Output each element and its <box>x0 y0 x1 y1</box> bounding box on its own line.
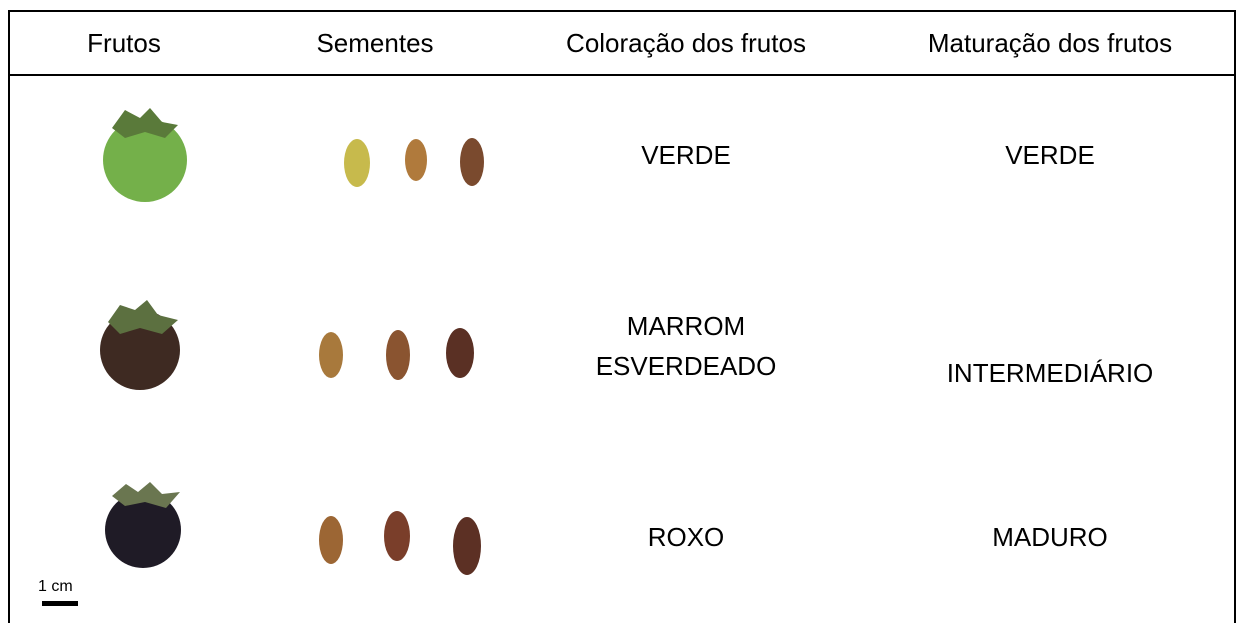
color-cell: VERDE <box>641 140 731 170</box>
maturation-cell: VERDE <box>1005 140 1095 170</box>
header-cell: Sementes <box>316 28 434 58</box>
fruit-purple <box>105 482 181 568</box>
scale-bar <box>42 601 78 606</box>
maturation-cell: MADURO <box>992 522 1108 552</box>
fruit-green <box>103 108 187 202</box>
fruit-brown <box>100 300 180 390</box>
table-border <box>8 10 1236 623</box>
header-cell: Coloração dos frutos <box>566 28 806 58</box>
maturation-cell: INTERMEDIÁRIO <box>946 358 1154 388</box>
color-cell: ROXO <box>647 522 725 552</box>
header-cell: Maturação dos frutos <box>927 28 1173 58</box>
scale-label: 1 cm <box>38 578 73 595</box>
color-cell: MARROM ESVERDEADO <box>595 311 777 381</box>
header-cell: Frutos <box>87 28 161 58</box>
seeds <box>319 138 484 575</box>
header-rule <box>8 74 1236 76</box>
